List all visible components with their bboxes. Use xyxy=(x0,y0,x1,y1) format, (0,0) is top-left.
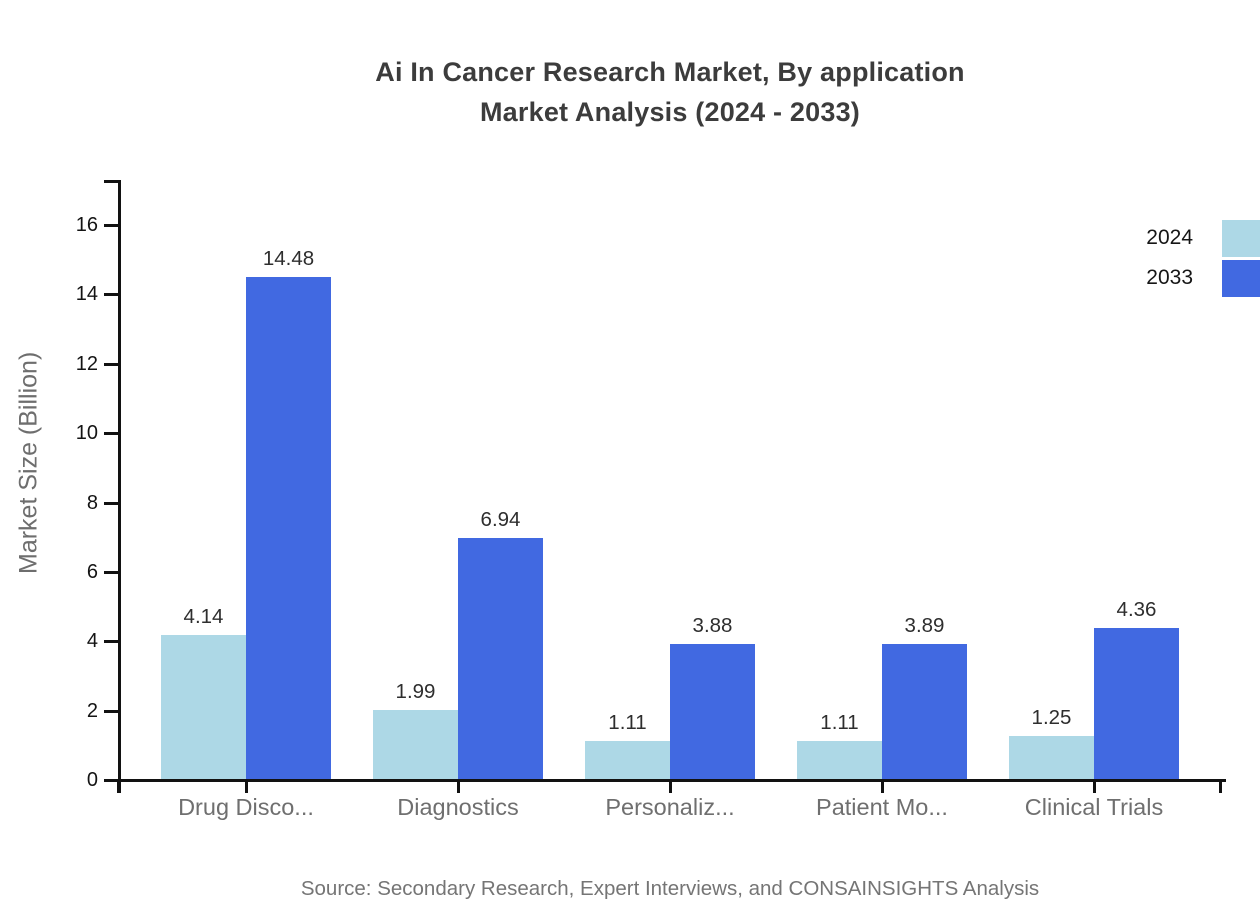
y-tick-mark xyxy=(104,640,118,644)
bar-2024 xyxy=(797,740,882,779)
y-tick-label: 16 xyxy=(75,214,98,237)
chart-title-line2: Market Analysis (2024 - 2033) xyxy=(479,97,860,127)
bar-2024 xyxy=(585,740,670,779)
y-tick-mark xyxy=(104,224,118,228)
bar-2033 xyxy=(246,276,331,779)
legend: 2024 2033 xyxy=(1146,218,1260,298)
x-category-label: Clinical Trials xyxy=(1024,794,1164,820)
x-tick-mark xyxy=(1092,779,1096,793)
y-tick-label: 8 xyxy=(86,491,98,514)
legend-item-2024: 2024 xyxy=(1146,218,1260,258)
y-axis-label: Market Size (Billion) xyxy=(14,351,43,574)
legend-label: 2024 xyxy=(1146,226,1193,249)
bar-2033 xyxy=(1094,627,1179,779)
bar-value-label: 1.11 xyxy=(608,710,647,734)
chart-title-line1: Ai In Cancer Research Market, By applica… xyxy=(375,57,965,87)
y-tick-mark xyxy=(104,570,118,574)
bar-2033 xyxy=(882,644,967,779)
y-tick-label: 12 xyxy=(75,352,98,375)
bar-2024 xyxy=(373,709,458,779)
x-axis-end-tick xyxy=(1219,779,1222,793)
bar-2024 xyxy=(161,635,246,779)
y-tick-label: 14 xyxy=(75,283,98,306)
y-tick-mark xyxy=(104,293,118,297)
x-axis-end-tick xyxy=(117,779,120,793)
y-tick-label: 6 xyxy=(86,560,98,583)
legend-swatch xyxy=(1222,219,1260,257)
x-tick-mark xyxy=(244,779,248,793)
y-tick-mark xyxy=(104,501,118,505)
bar-value-label: 6.94 xyxy=(480,508,521,532)
y-tick-label: 4 xyxy=(86,630,98,653)
x-category-label: Drug Disco... xyxy=(178,794,314,820)
y-tick-label: 0 xyxy=(86,769,98,791)
bar-value-label: 14.48 xyxy=(262,246,315,270)
bar-value-label: 4.36 xyxy=(1116,597,1157,621)
chart-title: Ai In Cancer Research Market, By applica… xyxy=(118,52,1222,132)
y-tick-mark xyxy=(104,709,118,713)
plot-area: 0 2 4 6 8 10 12 14 16 4.14 14.48 Drug Disco... 1.99 6… xyxy=(76,180,1226,820)
legend-item-2033: 2033 xyxy=(1146,258,1260,298)
bar-2033 xyxy=(458,538,543,779)
y-axis-end-tick xyxy=(104,180,118,183)
x-category-label: Patient Mo... xyxy=(816,794,948,820)
x-tick-mark xyxy=(456,779,460,793)
x-tick-mark xyxy=(668,779,672,793)
y-tick-label: 10 xyxy=(75,422,98,445)
x-category-label: Diagnostics xyxy=(397,794,519,820)
bar-value-label: 3.89 xyxy=(904,614,945,638)
legend-swatch xyxy=(1222,259,1260,297)
bar-2033 xyxy=(670,644,755,779)
y-tick-mark xyxy=(104,362,118,366)
bar-value-label: 3.88 xyxy=(692,614,733,638)
bar-value-label: 1.11 xyxy=(820,710,859,734)
x-category-label: Personaliz... xyxy=(605,794,735,820)
y-axis-line xyxy=(118,180,121,793)
x-tick-mark xyxy=(880,779,884,793)
bar-value-label: 4.14 xyxy=(183,605,224,629)
bar-value-label: 1.25 xyxy=(1031,705,1072,729)
y-tick-label: 2 xyxy=(86,699,98,722)
legend-label: 2033 xyxy=(1146,266,1193,289)
y-tick-mark xyxy=(104,779,118,782)
y-tick-mark xyxy=(104,432,118,436)
bar-2024 xyxy=(1009,735,1094,779)
source-note: Source: Secondary Research, Expert Inter… xyxy=(300,877,1040,900)
bar-value-label: 1.99 xyxy=(395,679,436,703)
